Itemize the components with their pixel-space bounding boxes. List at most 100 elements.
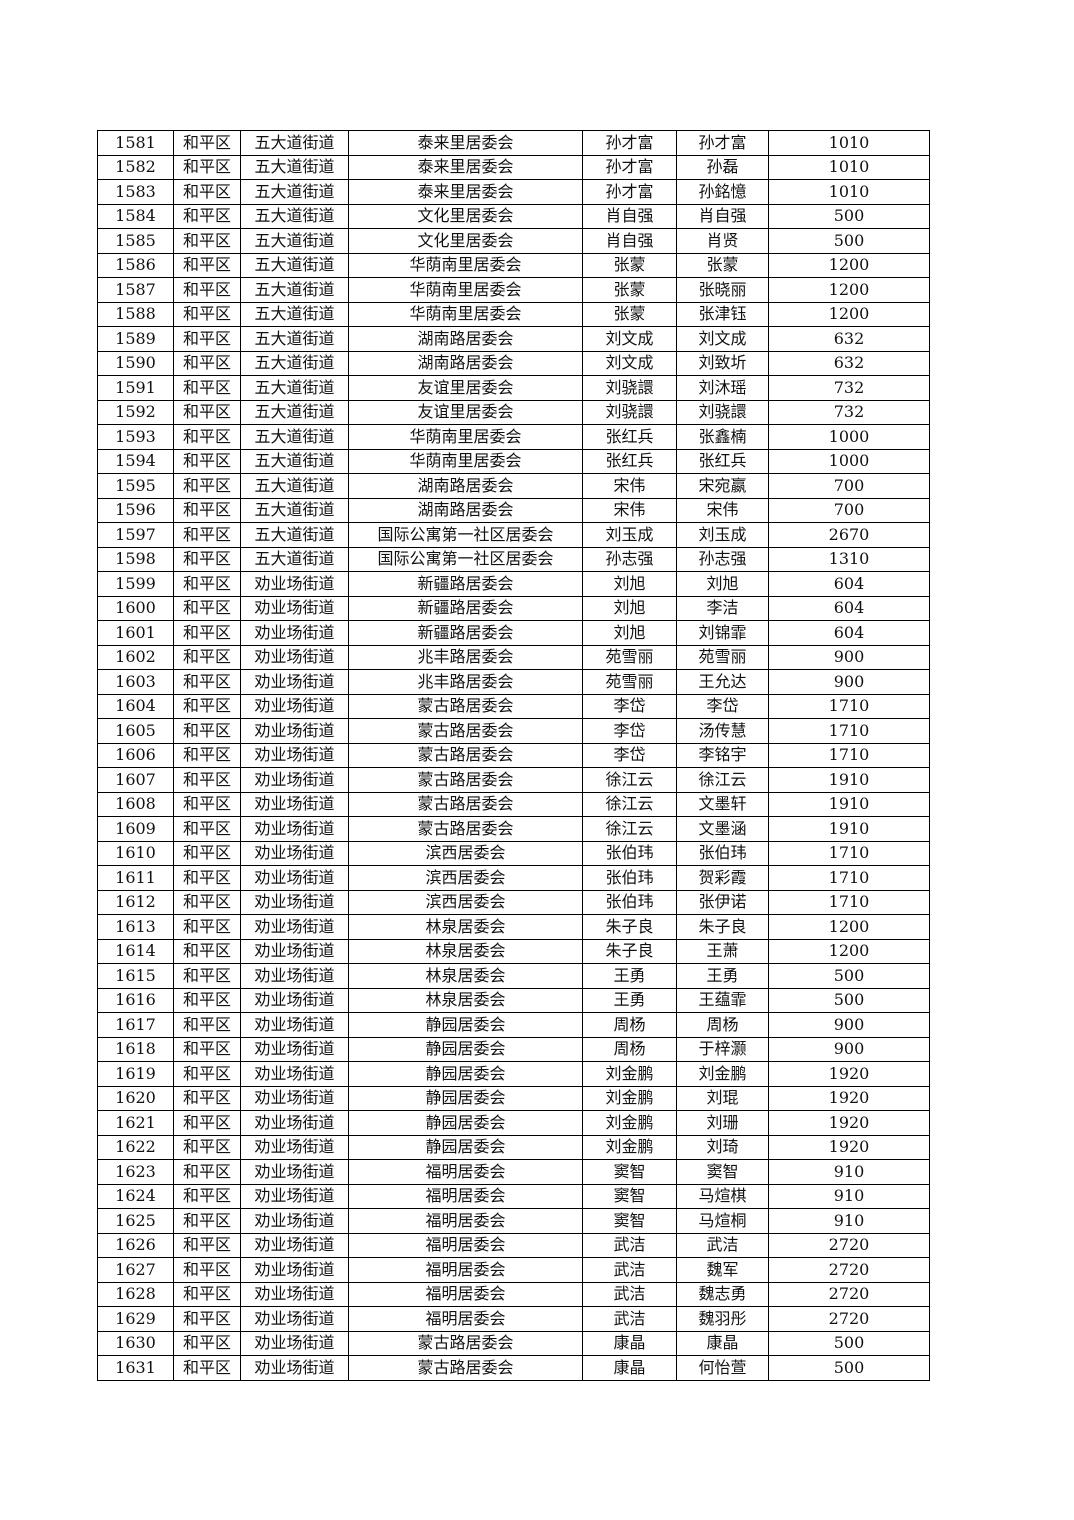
row-number-cell: 1601 — [97, 620, 174, 646]
amount-cell: 1910 — [768, 791, 930, 817]
amount-cell: 500 — [768, 963, 930, 989]
district-cell: 和平区 — [173, 1306, 241, 1332]
district-cell: 和平区 — [173, 889, 241, 915]
row-number-cell: 1608 — [97, 791, 174, 817]
table-row: 1603 和平区 劝业场街道 兆丰路居委会 苑雪丽 王允达 900 — [97, 669, 930, 695]
district-cell: 和平区 — [173, 620, 241, 646]
community-cell: 蒙古路居委会 — [348, 693, 583, 719]
member-name-cell: 朱子良 — [676, 914, 769, 940]
household-head-cell: 李岱 — [582, 742, 677, 768]
household-head-cell: 王勇 — [582, 987, 677, 1013]
district-cell: 和平区 — [173, 1257, 241, 1283]
member-name-cell: 刘珊 — [676, 1110, 769, 1136]
table-row: 1587 和平区 五大道街道 华荫南里居委会 张蒙 张晓丽 1200 — [97, 277, 930, 303]
amount-cell: 500 — [768, 203, 930, 229]
row-number-cell: 1619 — [97, 1061, 174, 1087]
member-name-cell: 刘骁譞 — [676, 399, 769, 425]
subdistrict-cell: 五大道街道 — [240, 546, 349, 572]
community-cell: 湖南路居委会 — [348, 326, 583, 352]
amount-cell: 1200 — [768, 252, 930, 278]
household-head-cell: 张蒙 — [582, 277, 677, 303]
household-head-cell: 窦智 — [582, 1208, 677, 1234]
member-name-cell: 魏志勇 — [676, 1281, 769, 1307]
household-head-cell: 周杨 — [582, 1012, 677, 1038]
amount-cell: 1910 — [768, 816, 930, 842]
community-cell: 华荫南里居委会 — [348, 252, 583, 278]
row-number-cell: 1594 — [97, 448, 174, 474]
household-head-cell: 张蒙 — [582, 301, 677, 327]
household-head-cell: 武洁 — [582, 1232, 677, 1258]
community-cell: 静园居委会 — [348, 1085, 583, 1111]
amount-cell: 1200 — [768, 914, 930, 940]
household-head-cell: 朱子良 — [582, 938, 677, 964]
household-head-cell: 张伯玮 — [582, 865, 677, 891]
household-head-cell: 徐江云 — [582, 791, 677, 817]
district-cell: 和平区 — [173, 179, 241, 205]
subdistrict-cell: 劝业场街道 — [240, 1159, 349, 1185]
subdistrict-cell: 劝业场街道 — [240, 963, 349, 989]
row-number-cell: 1586 — [97, 252, 174, 278]
district-cell: 和平区 — [173, 1281, 241, 1307]
row-number-cell: 1590 — [97, 350, 174, 376]
amount-cell: 2670 — [768, 522, 930, 548]
subdistrict-cell: 五大道街道 — [240, 497, 349, 523]
subdistrict-cell: 五大道街道 — [240, 473, 349, 499]
member-name-cell: 肖贤 — [676, 228, 769, 254]
district-cell: 和平区 — [173, 497, 241, 523]
household-head-cell: 康晶 — [582, 1330, 677, 1356]
household-head-cell: 刘玉成 — [582, 522, 677, 548]
table-row: 1622 和平区 劝业场街道 静园居委会 刘金鹏 刘琦 1920 — [97, 1134, 930, 1160]
member-name-cell: 刘文成 — [676, 326, 769, 352]
row-number-cell: 1622 — [97, 1134, 174, 1160]
member-name-cell: 李洁 — [676, 595, 769, 621]
subdistrict-cell: 五大道街道 — [240, 277, 349, 303]
district-cell: 和平区 — [173, 816, 241, 842]
member-name-cell: 刘致圻 — [676, 350, 769, 376]
row-number-cell: 1620 — [97, 1085, 174, 1111]
subdistrict-cell: 劝业场街道 — [240, 693, 349, 719]
community-cell: 林泉居委会 — [348, 938, 583, 964]
subdistrict-cell: 五大道街道 — [240, 522, 349, 548]
table-row: 1609 和平区 劝业场街道 蒙古路居委会 徐江云 文墨涵 1910 — [97, 816, 930, 842]
community-cell: 林泉居委会 — [348, 987, 583, 1013]
district-cell: 和平区 — [173, 840, 241, 866]
member-name-cell: 肖自强 — [676, 203, 769, 229]
subdistrict-cell: 劝业场街道 — [240, 595, 349, 621]
row-number-cell: 1588 — [97, 301, 174, 327]
district-cell: 和平区 — [173, 522, 241, 548]
row-number-cell: 1611 — [97, 865, 174, 891]
community-cell: 静园居委会 — [348, 1012, 583, 1038]
row-number-cell: 1628 — [97, 1281, 174, 1307]
table-row: 1619 和平区 劝业场街道 静园居委会 刘金鹏 刘金鹏 1920 — [97, 1061, 930, 1087]
row-number-cell: 1591 — [97, 375, 174, 401]
household-head-cell: 张红兵 — [582, 448, 677, 474]
member-name-cell: 刘琨 — [676, 1085, 769, 1111]
member-name-cell: 刘玉成 — [676, 522, 769, 548]
amount-cell: 604 — [768, 571, 930, 597]
district-cell: 和平区 — [173, 595, 241, 621]
table-row: 1630 和平区 劝业场街道 蒙古路居委会 康晶 康晶 500 — [97, 1330, 930, 1356]
community-cell: 文化里居委会 — [348, 203, 583, 229]
district-cell: 和平区 — [173, 571, 241, 597]
community-cell: 静园居委会 — [348, 1110, 583, 1136]
amount-cell: 1200 — [768, 938, 930, 964]
table-row: 1613 和平区 劝业场街道 林泉居委会 朱子良 朱子良 1200 — [97, 914, 930, 940]
amount-cell: 1010 — [768, 154, 930, 180]
row-number-cell: 1616 — [97, 987, 174, 1013]
table-row: 1602 和平区 劝业场街道 兆丰路居委会 苑雪丽 苑雪丽 900 — [97, 644, 930, 670]
table-row: 1605 和平区 劝业场街道 蒙古路居委会 李岱 汤传慧 1710 — [97, 718, 930, 744]
table-row: 1608 和平区 劝业场街道 蒙古路居委会 徐江云 文墨轩 1910 — [97, 791, 930, 817]
subdistrict-cell: 五大道街道 — [240, 179, 349, 205]
row-number-cell: 1589 — [97, 326, 174, 352]
household-head-cell: 宋伟 — [582, 473, 677, 499]
member-name-cell: 王萧 — [676, 938, 769, 964]
community-cell: 文化里居委会 — [348, 228, 583, 254]
amount-cell: 1710 — [768, 889, 930, 915]
member-name-cell: 文墨涵 — [676, 816, 769, 842]
subdistrict-cell: 劝业场街道 — [240, 644, 349, 670]
records-table: 1581 和平区 五大道街道 泰来里居委会 孙才富 孙才富 1010 1582 和平区 五大道街道… — [97, 130, 930, 1381]
subdistrict-cell: 劝业场街道 — [240, 1036, 349, 1062]
member-name-cell: 苑雪丽 — [676, 644, 769, 670]
district-cell: 和平区 — [173, 546, 241, 572]
table-row: 1604 和平区 劝业场街道 蒙古路居委会 李岱 李岱 1710 — [97, 693, 930, 719]
